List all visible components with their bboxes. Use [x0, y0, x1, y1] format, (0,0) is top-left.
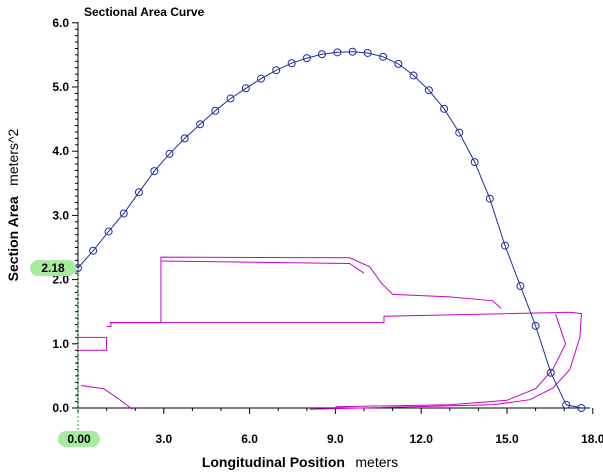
cursor-y-label: 2.18 [41, 261, 65, 275]
area-curve-point[interactable] [165, 149, 174, 158]
area-curve-line [77, 51, 582, 409]
area-curve-point[interactable] [363, 48, 372, 57]
area-curve-point[interactable] [333, 48, 342, 57]
area-curve-point[interactable] [196, 120, 205, 129]
area-curve-series [74, 47, 586, 412]
cursor-x-badge-bg [58, 431, 100, 447]
area-curve-point[interactable] [150, 167, 159, 176]
profile-line [109, 311, 582, 410]
y-tick-label: 5.0 [52, 80, 69, 94]
area-curve-point[interactable] [180, 134, 189, 143]
area-curve-point[interactable] [287, 59, 296, 68]
area-curve-point[interactable] [134, 188, 143, 197]
area-curve-point[interactable] [485, 194, 494, 203]
cursor-y-badge-bg [30, 260, 76, 277]
area-curve-point[interactable] [272, 66, 281, 75]
profile-lines [78, 256, 582, 410]
x-axis-title: Longitudinal Position [202, 454, 345, 470]
y-axis-title: Section Area [5, 196, 21, 281]
cursor-x-badge[interactable]: 0.00 [58, 431, 100, 447]
area-curve-point[interactable] [440, 104, 449, 113]
x-ticks: 3.0 6.0 9.0 12.0 15.0 18.0 [77, 408, 603, 446]
y-tick-label: 6.0 [52, 16, 69, 30]
y-tick-label: 0.0 [52, 401, 69, 415]
chart-title: Sectional Area Curve [84, 5, 205, 19]
svg-text:Section Area meters^2: Section Area meters^2 [5, 128, 22, 281]
area-curve-point[interactable] [226, 94, 235, 103]
x-tick-label: 6.0 [241, 432, 258, 446]
y-axis-unit: meters^2 [5, 128, 21, 185]
profile-line [106, 256, 502, 327]
cursor-y-badge[interactable]: 2.18 [30, 260, 76, 277]
area-curve-point[interactable] [317, 50, 326, 59]
x-axis-unit: meters [355, 454, 398, 470]
x-axis-label: Longitudinal Position meters [202, 454, 398, 471]
area-curve-point[interactable] [119, 209, 128, 218]
profile-line [78, 336, 108, 351]
area-curve-point[interactable] [470, 158, 479, 167]
area-curve-point[interactable] [302, 54, 311, 63]
area-curve-point[interactable] [379, 52, 388, 61]
x-tick-label: 15.0 [495, 432, 519, 446]
area-curve-point[interactable] [348, 47, 357, 56]
area-curve-point[interactable] [424, 86, 433, 95]
area-curve-point[interactable] [516, 282, 525, 291]
area-curve-point[interactable] [409, 71, 418, 80]
area-curve-point[interactable] [500, 241, 509, 250]
cursor-x-label: 0.00 [67, 432, 91, 446]
area-curve-point[interactable] [546, 368, 555, 377]
svg-text:Longitudinal Position me: Longitudinal Position meters [202, 454, 398, 471]
x-tick-label: 18.0 [581, 432, 603, 446]
area-curve-point[interactable] [455, 128, 464, 137]
area-curve-point[interactable] [394, 59, 403, 68]
area-curve-point[interactable] [577, 404, 586, 412]
y-tick-label: 4.0 [52, 144, 69, 158]
x-tick-label: 12.0 [410, 432, 434, 446]
x-tick-label: 9.0 [327, 432, 344, 446]
area-curve-point[interactable] [257, 74, 266, 83]
x-tick-label: 3.0 [155, 432, 172, 446]
area-curve-point[interactable] [531, 321, 540, 330]
profile-line [335, 314, 567, 408]
profile-line [160, 260, 365, 274]
area-curve-point[interactable] [241, 84, 250, 93]
y-axis-label: Section Area meters^2 [5, 128, 22, 281]
area-curve-point[interactable] [211, 106, 220, 115]
y-tick-label: 1.0 [52, 337, 69, 351]
area-curve-point[interactable] [104, 227, 113, 236]
y-tick-label: 3.0 [52, 208, 69, 222]
profile-line [80, 385, 133, 410]
y-tick-label: 2.0 [52, 273, 69, 287]
area-curve-point[interactable] [562, 400, 571, 409]
area-curve-point[interactable] [89, 246, 98, 255]
